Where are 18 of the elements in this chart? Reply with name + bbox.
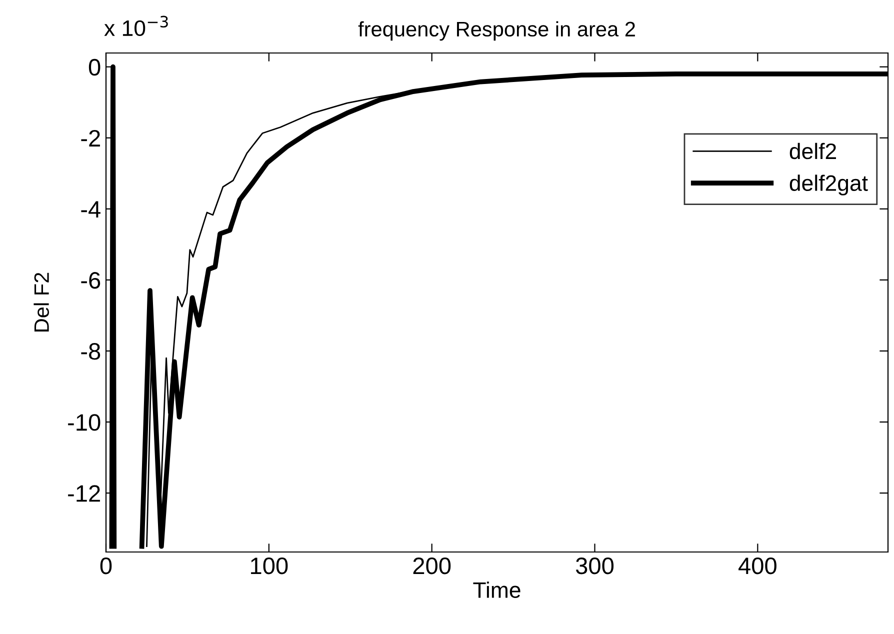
y-tick-label: -6 bbox=[81, 272, 100, 289]
x-axis-title: Time bbox=[473, 582, 520, 598]
y-tick-label: -2 bbox=[81, 130, 100, 146]
chart-title: frequency Response in area 2 bbox=[358, 21, 635, 41]
y-tick-label: -4 bbox=[81, 201, 100, 218]
x-tick-label: 200 bbox=[413, 557, 451, 574]
x-tick-label: 300 bbox=[576, 557, 614, 574]
legend-label: delf2 bbox=[790, 142, 836, 160]
y-tick-label: -10 bbox=[68, 414, 100, 431]
x-tick-label: 0 bbox=[100, 557, 112, 574]
y-tick-label: 0 bbox=[88, 58, 100, 76]
legend-label: delf2gat bbox=[790, 174, 868, 196]
y-axis-title: Del F2 bbox=[34, 272, 50, 332]
text: x 10$^{−3}$ bbox=[104, 16, 168, 36]
x-tick-label: 100 bbox=[251, 557, 288, 574]
y-tick-label: -12 bbox=[68, 485, 100, 502]
x-tick-label: 400 bbox=[738, 557, 776, 574]
y-tick-label: -8 bbox=[81, 343, 100, 360]
